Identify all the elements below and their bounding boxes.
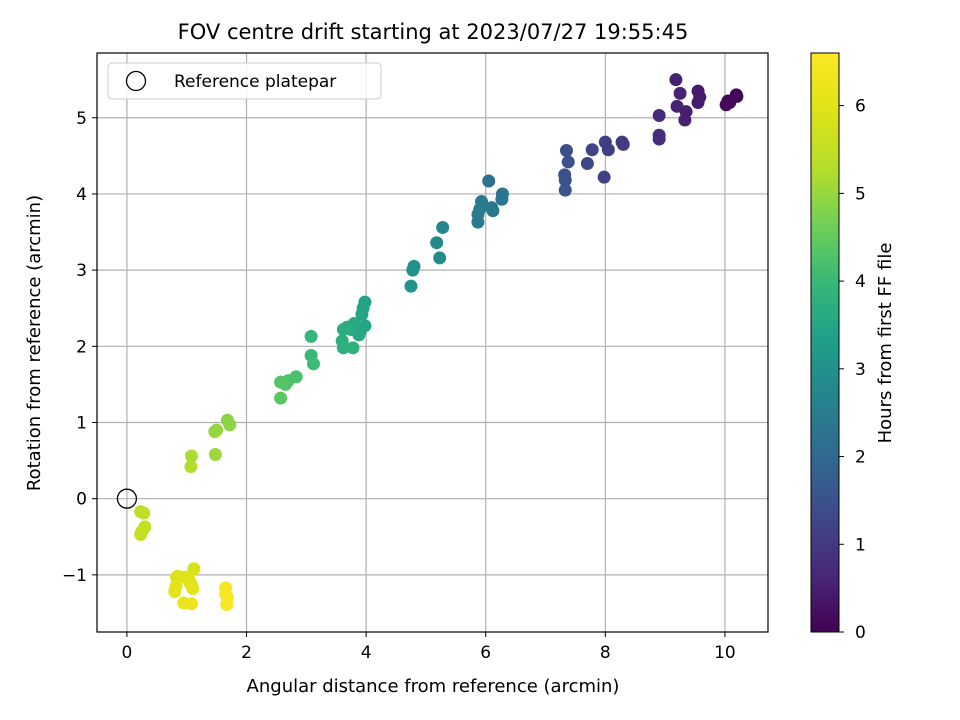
- x-axis-label: Angular distance from reference (arcmin): [247, 676, 620, 697]
- data-point: [274, 375, 288, 389]
- reference-platepar-point: [116, 488, 138, 509]
- data-point: [336, 341, 350, 355]
- data-point: [404, 279, 418, 293]
- colorbar-gradient: [810, 52, 840, 633]
- data-point: [559, 144, 573, 158]
- data-point: [220, 598, 234, 612]
- x-tick-label: 4: [361, 643, 372, 663]
- legend-label: Reference platepar: [174, 72, 336, 92]
- data-point: [137, 506, 151, 520]
- legend-reference-icon: [125, 70, 147, 92]
- chart-title: FOV centre drift starting at 2023/07/27 …: [178, 20, 689, 44]
- data-point: [184, 460, 198, 474]
- colorbar-tick-label: 0: [855, 623, 866, 643]
- y-axis-label: Rotation from reference (arcmin): [24, 195, 45, 491]
- plot-frame: [96, 52, 769, 633]
- data-point: [184, 449, 198, 463]
- data-point: [597, 170, 611, 184]
- legend-box: [107, 62, 382, 100]
- data-point: [355, 307, 369, 321]
- data-point: [585, 143, 599, 157]
- y-tick-label: 5: [76, 109, 87, 129]
- colorbar-label: Hours from first FF file: [875, 243, 896, 444]
- data-point: [723, 96, 737, 110]
- data-point: [670, 99, 684, 113]
- plot-background: [97, 53, 768, 632]
- data-point: [187, 562, 201, 576]
- x-tick-label: 8: [600, 643, 611, 663]
- data-point: [482, 174, 496, 188]
- data-point: [558, 183, 572, 197]
- data-point: [616, 137, 630, 151]
- y-tick-label: −1: [62, 566, 87, 586]
- x-tick-label: 10: [714, 643, 736, 663]
- colorbar-tick-label: 2: [855, 448, 866, 468]
- data-point: [436, 220, 450, 234]
- data-point: [652, 132, 666, 146]
- reference-marker: [116, 488, 138, 509]
- data-point: [406, 263, 420, 277]
- data-point: [134, 527, 148, 541]
- data-point: [495, 192, 509, 206]
- y-axis-ticks: −1 0 1 2 3 4 5: [62, 109, 97, 586]
- data-point: [336, 323, 350, 337]
- y-tick-label: 2: [76, 337, 87, 357]
- data-point: [274, 391, 288, 405]
- colorbar: 0 1 2 3 4 5 6 Hours from first FF file: [810, 52, 896, 643]
- data-point: [208, 447, 222, 461]
- colorbar-ticks: 0 1 2 3 4 5 6: [839, 97, 866, 643]
- colorbar-tick-label: 6: [855, 97, 866, 117]
- x-tick-label: 0: [121, 643, 132, 663]
- data-point: [306, 357, 320, 371]
- y-tick-label: 0: [76, 490, 87, 510]
- data-point: [208, 425, 222, 439]
- colorbar-tick-label: 4: [855, 272, 866, 292]
- data-point: [471, 215, 485, 229]
- data-point: [304, 329, 318, 343]
- plot-area: 0 2 4 6 8 10 −1 0 1 2 3 4 5 Reference platepar: [62, 52, 769, 663]
- data-point: [678, 113, 692, 127]
- data-point: [346, 341, 360, 355]
- data-point: [168, 585, 182, 599]
- data-point: [186, 582, 200, 596]
- x-tick-label: 2: [241, 643, 252, 663]
- data-point: [561, 155, 575, 169]
- colorbar-tick-label: 1: [855, 535, 866, 555]
- data-point: [601, 143, 615, 157]
- y-tick-label: 1: [76, 413, 87, 433]
- data-point: [433, 251, 447, 265]
- data-point: [669, 73, 683, 87]
- colorbar-tick-label: 3: [855, 360, 866, 380]
- data-point: [184, 597, 198, 611]
- colorbar-tick-label: 5: [855, 184, 866, 204]
- data-point: [485, 201, 499, 215]
- x-tick-label: 6: [480, 643, 491, 663]
- y-tick-label: 4: [76, 185, 87, 205]
- x-axis-ticks: 0 2 4 6 8 10: [121, 632, 736, 663]
- data-point: [580, 156, 594, 170]
- data-point: [673, 86, 687, 100]
- data-point: [652, 108, 666, 122]
- y-tick-label: 3: [76, 261, 87, 281]
- data-point: [223, 418, 237, 432]
- data-point: [691, 96, 705, 110]
- data-points: [134, 73, 744, 612]
- legend: Reference platepar: [107, 62, 382, 100]
- data-point: [558, 173, 572, 187]
- data-point: [430, 236, 444, 250]
